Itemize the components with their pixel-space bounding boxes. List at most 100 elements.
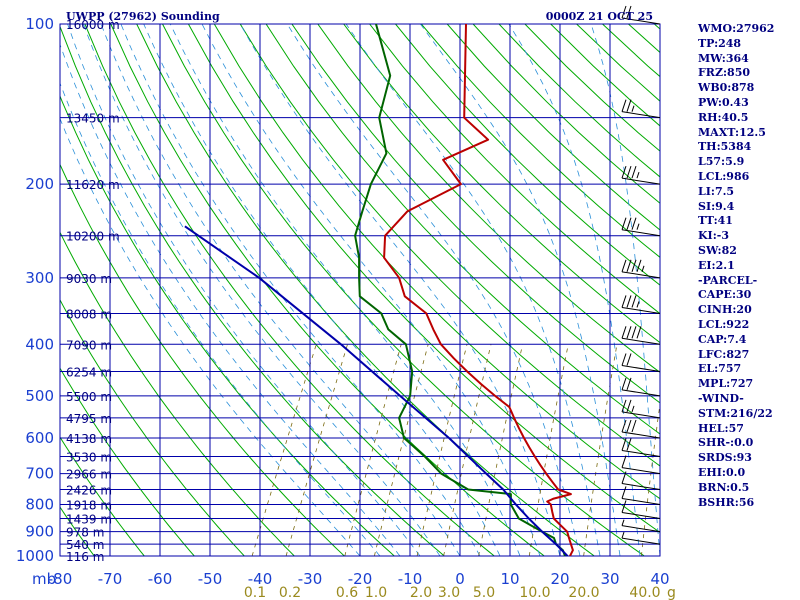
pressure-tick-label: 400 [25, 335, 54, 353]
wind-barb [621, 419, 661, 439]
isobar-isotherm-grid [59, 23, 661, 557]
index-item: CINH:20 [698, 303, 752, 317]
index-item: -PARCEL- [698, 273, 758, 287]
temperature-tick-label: 30 [600, 570, 619, 588]
wind-barb [621, 295, 661, 314]
wind-barb [621, 5, 661, 25]
mixing-ratio-label: 5.0 [473, 585, 495, 600]
dry-adiabat-line [213, 24, 660, 500]
temperature-tick-label: 20 [550, 570, 569, 588]
wind-barb [621, 326, 661, 345]
pressure-tick-label: 300 [25, 269, 54, 287]
temperature-tick-label: -10 [398, 570, 423, 588]
pressure-tick-label: 800 [25, 495, 54, 513]
wind-barbs [621, 5, 661, 545]
moist-adiabat-line [508, 24, 641, 556]
wind-barb [621, 471, 661, 491]
chart-title: UWPP (27962) Sounding [66, 10, 220, 23]
parcel-path [184, 225, 569, 556]
temperature-tick-label: -40 [248, 570, 273, 588]
pressure-tick-label: 200 [25, 175, 54, 193]
mixing-ratio-label: 0.1 [244, 585, 266, 600]
plot-frame [59, 23, 661, 557]
index-item: LCL:986 [698, 169, 750, 183]
index-item: MPL:727 [698, 377, 754, 391]
index-item: TP:248 [698, 36, 742, 50]
wind-barb [621, 259, 661, 279]
index-item: HEL:57 [698, 421, 744, 435]
wind-barb [621, 519, 661, 533]
dry-adiabat-line [84, 24, 495, 556]
index-item: -WIND- [698, 391, 744, 405]
index-item: STM:216/22 [698, 406, 773, 420]
index-item: EL:757 [698, 362, 742, 376]
height-label: 4795 m [66, 412, 112, 426]
moist-adiabat-line [120, 24, 481, 556]
index-item: SRDS:93 [698, 451, 752, 465]
height-label: 10200 m [66, 230, 120, 244]
dry-adiabats [60, 24, 660, 556]
moist-adiabat-line [83, 24, 441, 556]
wind-barb [621, 500, 661, 519]
index-item: WB0:878 [698, 81, 755, 95]
height-label: 7090 m [66, 338, 112, 352]
height-label: 2966 m [66, 468, 112, 482]
wind-barb [621, 165, 661, 185]
index-item: TT:41 [698, 214, 733, 228]
height-label: 116 m [66, 550, 104, 564]
mixing-ratio-label: 20.0 [568, 585, 599, 600]
height-label: 11620 m [66, 178, 120, 192]
pressure-tick-label: 700 [25, 465, 54, 483]
height-label: 1918 m [66, 498, 112, 512]
height-label: 9030 m [66, 272, 112, 286]
moist-adiabat-line [590, 24, 660, 556]
mixing-ratio-label: 0.6 [336, 585, 358, 600]
index-item: SW:82 [698, 243, 737, 257]
index-item: L57:5.9 [698, 155, 745, 169]
index-item: FRZ:850 [698, 66, 751, 80]
temperature-tick-label: -80 [48, 570, 73, 588]
wind-barb [621, 399, 661, 419]
index-item: KI:-3 [698, 229, 729, 243]
height-label: 16000 m [66, 18, 120, 32]
wind-barb [621, 455, 661, 475]
wind-barb [621, 531, 661, 545]
height-label: 6254 m [66, 366, 112, 380]
temperature-tick-label: -60 [148, 570, 173, 588]
height-label: 3530 m [66, 450, 112, 464]
wind-barb [621, 217, 661, 237]
height-label: 540 m [66, 538, 104, 552]
pressure-tick-label: 600 [25, 429, 54, 447]
mixing-ratio-line [374, 344, 429, 556]
index-item: BRN:0.5 [698, 480, 750, 494]
index-item: LCL:922 [698, 317, 750, 331]
index-item: LFC:827 [698, 347, 750, 361]
index-item: SI:9.4 [698, 199, 735, 213]
height-label: 13450 m [66, 112, 120, 126]
mixing-ratio-line [285, 344, 348, 556]
height-label: 8008 m [66, 307, 112, 321]
mixing-ratio-label: 40.0 [629, 585, 660, 600]
temperature-tick-label: -50 [198, 570, 223, 588]
height-label: 978 m [66, 526, 104, 540]
temperature-tick-label: 10 [500, 570, 519, 588]
mixing-ratio-label: 10.0 [519, 585, 550, 600]
index-item: EHI:0.0 [698, 465, 746, 479]
mixing-ratio-label: 3.0 [438, 585, 460, 600]
pressure-unit-label: mb [32, 570, 56, 588]
temperature-tick-label: 0 [455, 570, 465, 588]
height-label: 1439 m [66, 512, 112, 526]
index-item: WMO:27962 [698, 22, 775, 35]
height-label: 2426 m [66, 484, 112, 498]
mixing-ratio-label: 0.2 [279, 585, 301, 600]
temperature-tick-label: -20 [348, 570, 373, 588]
index-item: SHR-:0.0 [698, 436, 754, 450]
index-item: PW:0.43 [698, 95, 749, 109]
chart-datetime: 0000Z 21 OCT 25 [546, 10, 653, 23]
mixing-ratio-label: 1.0 [365, 585, 387, 600]
dry-adiabat-line [60, 25, 445, 556]
index-item: RH:40.5 [698, 110, 749, 124]
moist-adiabat-line [239, 24, 561, 556]
